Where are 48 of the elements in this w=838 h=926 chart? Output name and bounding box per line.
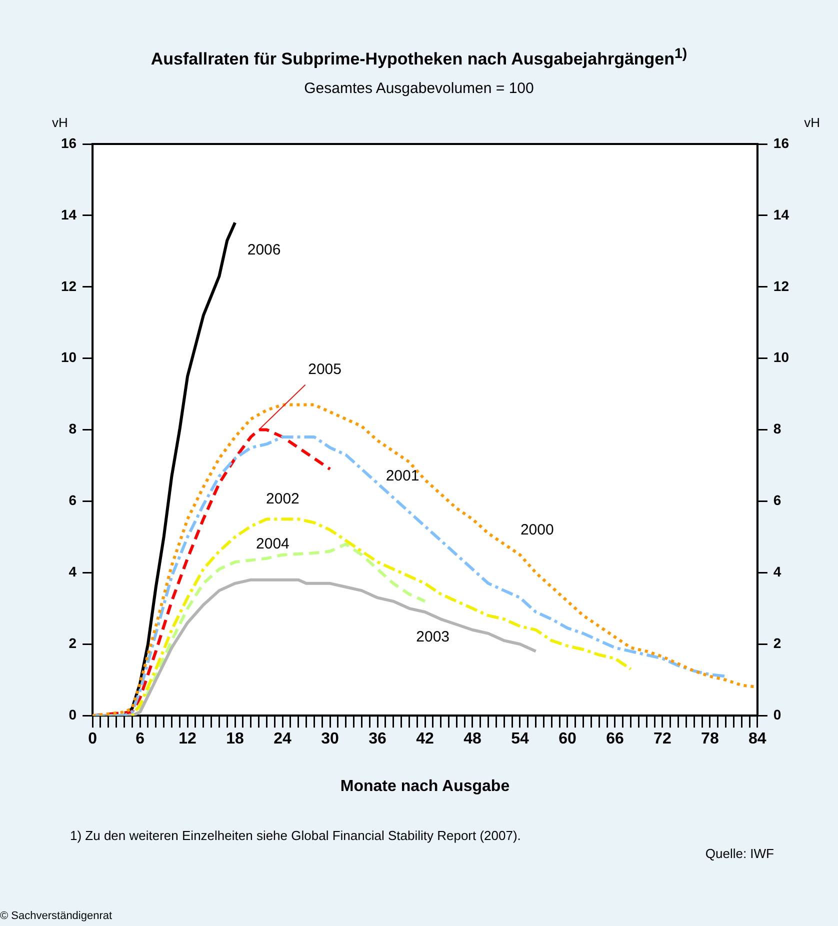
x-tick-label: 12 [178, 730, 197, 748]
x-tick-label: 60 [558, 730, 576, 748]
x-tick-label: 78 [701, 730, 719, 748]
series-label: 2004 [256, 536, 290, 553]
x-tick-label: 18 [226, 730, 244, 748]
y-tick-label: 0 [68, 706, 77, 722]
y-axis-title: vH [52, 115, 68, 130]
x-tick-label: 84 [748, 730, 766, 748]
text: 2005 [308, 360, 342, 378]
y-tick-label: 10 [60, 349, 77, 366]
text: © Sachverständigenrat [0, 910, 112, 922]
x-tick-label: 6 [136, 730, 145, 748]
y-tick-label: 12 [60, 278, 77, 294]
x-tick-label: 24 [274, 730, 292, 748]
y2-tick-label: 10 [773, 349, 790, 366]
x-tick-label: 66 [606, 730, 624, 748]
chart-subtitle: Gesamtes Ausgabevolumen = 100 [303, 80, 535, 97]
x-tick-label: 42 [416, 730, 434, 748]
source-note: Quelle: IWF [705, 846, 774, 861]
series-label: 2002 [266, 490, 300, 508]
x-tick-label: 48 [464, 730, 482, 748]
y2-tick-label: 14 [773, 206, 790, 222]
y-tick-label: 14 [60, 206, 77, 222]
y2-tick-label: 6 [773, 492, 782, 508]
series-label: 2006 [247, 242, 281, 259]
x-tick-label: 36 [368, 730, 387, 748]
y-tick-label: 8 [68, 420, 77, 437]
y2-tick-label: 2 [773, 635, 782, 652]
series-label: 2003 [416, 628, 450, 646]
y2-tick-label: 4 [773, 564, 782, 580]
y2-axis-title: vH [804, 115, 820, 130]
x-tick-label: 54 [511, 730, 529, 748]
text: 1) Zu den weiteren Einzelheiten siehe Global Financial Stability Report (2007). [70, 828, 521, 843]
series-label: 2000 [520, 521, 554, 538]
y-tick-label: 6 [68, 492, 77, 508]
y2-tick-label: 12 [773, 278, 790, 294]
x-axis-title: Monate nach Ausgabe [340, 778, 510, 795]
y-tick-label: 4 [68, 564, 77, 580]
x-tick-label: 0 [88, 730, 98, 748]
y2-tick-label: 16 [773, 134, 790, 151]
x-tick-label: 30 [321, 730, 340, 748]
chart-title: Ausfallraten für Subprime-Hypotheken nach Ausgabejahrgängen$^{1)}$ [150, 46, 688, 70]
series-label: 2001 [386, 468, 420, 485]
x-tick-label: 72 [654, 730, 672, 748]
y-tick-label: 2 [68, 635, 77, 652]
y-tick-label: 16 [60, 134, 77, 151]
y2-tick-label: 8 [773, 420, 782, 437]
y2-tick-label: 0 [773, 706, 782, 722]
